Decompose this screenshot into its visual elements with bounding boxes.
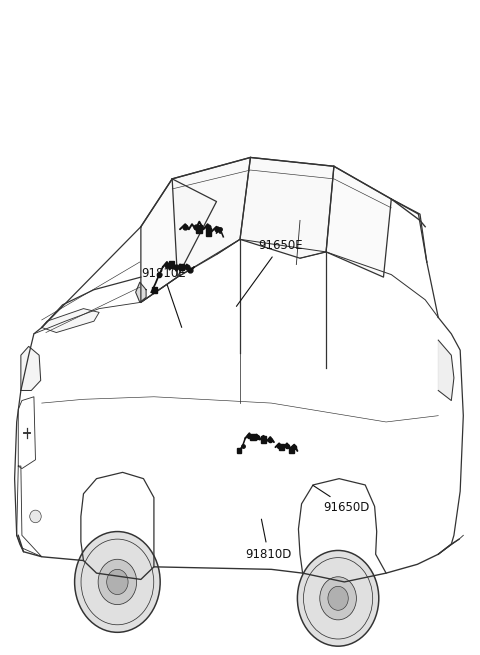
Ellipse shape [98,559,137,605]
Text: 91810E: 91810E [141,267,185,328]
Ellipse shape [328,586,348,610]
Polygon shape [438,340,454,401]
Polygon shape [240,157,334,258]
Text: 91810D: 91810D [245,519,291,561]
Bar [237,449,241,453]
Bar [168,261,174,268]
Ellipse shape [320,577,356,620]
Polygon shape [136,282,146,303]
Text: 91650D: 91650D [313,485,370,514]
Bar [196,225,203,233]
Bar [179,264,184,271]
Polygon shape [172,157,251,277]
Bar [251,434,256,440]
Polygon shape [42,309,99,333]
Polygon shape [141,179,216,303]
Bar [152,286,157,293]
Ellipse shape [74,532,160,632]
Ellipse shape [107,569,128,595]
Polygon shape [326,166,391,277]
Ellipse shape [30,510,41,523]
Bar [261,436,266,443]
Ellipse shape [298,550,379,646]
Bar [279,444,284,450]
Bar [288,447,294,453]
Polygon shape [21,346,41,390]
Bar [206,228,211,236]
Text: 91650E: 91650E [237,239,303,307]
